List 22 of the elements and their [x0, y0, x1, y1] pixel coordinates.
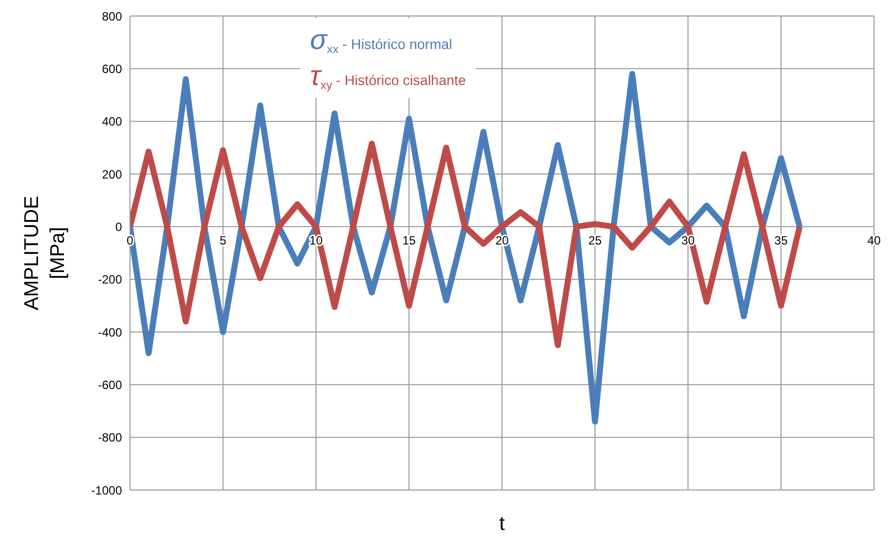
y-tick-label: -800 — [98, 430, 122, 445]
y-axis-title: AMPLITUDE [MPa] — [21, 196, 69, 310]
x-tick-label: 20 — [495, 234, 509, 248]
x-tick-label: 0 — [126, 234, 134, 248]
y-tick-label: 800 — [102, 9, 122, 24]
y-tick-label: -600 — [98, 378, 122, 392]
y-tick-label: -400 — [98, 325, 122, 340]
y-tick-label: -1000 — [91, 483, 122, 498]
y-tick-label: -200 — [98, 272, 122, 287]
x-tick-label: 35 — [774, 234, 788, 248]
y-tick-label: 600 — [102, 62, 122, 76]
x-tick-label: 5 — [220, 234, 227, 248]
x-axis-title: t — [499, 513, 506, 535]
y-tick-label: 200 — [102, 167, 122, 182]
x-tick-label: 40 — [867, 234, 881, 248]
text: τ$_{xy}$ - Histórico cisalhante — [310, 60, 466, 92]
y-tick-label: 400 — [102, 114, 122, 129]
x-tick-label: 25 — [588, 234, 602, 248]
x-tick-label: 15 — [402, 234, 416, 248]
text: σ$_{xx}$ - Histórico normal — [310, 24, 452, 56]
y-tick-label: 0 — [115, 220, 122, 234]
x-tick-label: 30 — [681, 234, 695, 248]
